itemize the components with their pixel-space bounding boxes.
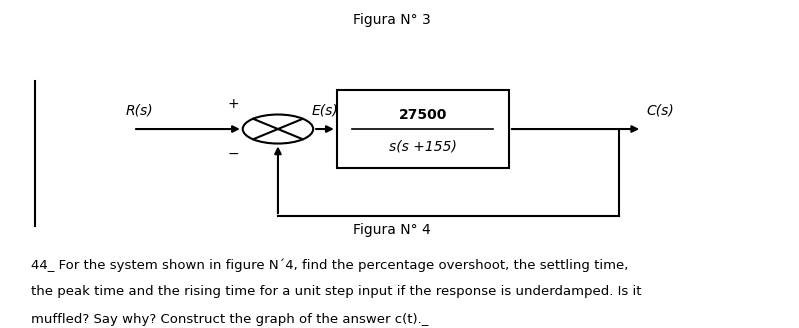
Text: Figura N° 4: Figura N° 4 xyxy=(352,223,431,236)
Text: R(s): R(s) xyxy=(125,104,153,118)
Text: Figura N° 3: Figura N° 3 xyxy=(352,13,431,27)
Text: E(s): E(s) xyxy=(312,104,338,118)
Text: −: − xyxy=(227,147,239,161)
Text: s(s +155): s(s +155) xyxy=(389,139,457,153)
Text: +: + xyxy=(227,97,239,111)
Text: 27500: 27500 xyxy=(399,108,447,122)
Text: 44_ For the system shown in figure N´4, find the percentage overshoot, the settl: 44_ For the system shown in figure N´4, … xyxy=(31,258,629,272)
Text: the peak time and the rising time for a unit step input if the response is under: the peak time and the rising time for a … xyxy=(31,285,642,298)
Text: C(s): C(s) xyxy=(646,104,674,118)
Text: muffled? Say why? Construct the graph of the answer c(t)._: muffled? Say why? Construct the graph of… xyxy=(31,313,429,326)
FancyBboxPatch shape xyxy=(336,90,509,168)
